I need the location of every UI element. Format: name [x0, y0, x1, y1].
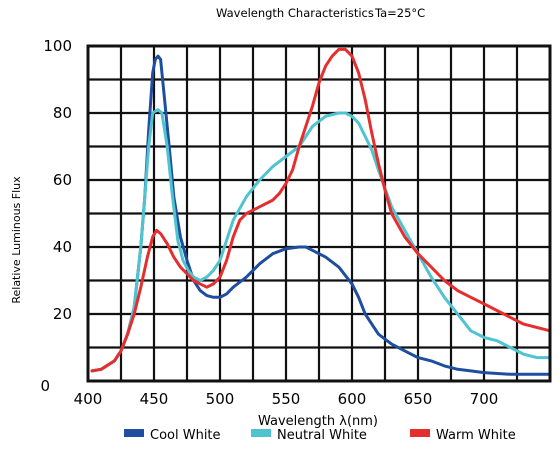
y-tick-label: 40 — [53, 238, 72, 256]
series-line-0 — [90, 54, 552, 376]
y-tick-label: 100 — [43, 37, 72, 55]
legend: Cool White Neutral White Warm White — [124, 428, 516, 443]
y-axis-label: Relative Luminous Flux — [10, 176, 23, 304]
series-lines — [90, 47, 552, 376]
plot-frame — [86, 44, 552, 383]
y-tick-label: 80 — [53, 104, 72, 122]
x-tick-label: 500 — [206, 390, 235, 408]
chart-subtitle: Ta=25°C — [374, 6, 425, 20]
legend-label: Cool White — [150, 428, 221, 443]
x-tick-label: 450 — [140, 390, 169, 408]
legend-label: Neutral White — [277, 428, 367, 443]
x-tick-label: 550 — [272, 390, 301, 408]
y-tick-label: 60 — [53, 171, 72, 189]
y-tick-label: 0 — [40, 377, 50, 395]
x-tick-label: 650 — [404, 390, 433, 408]
y-tick-label: 20 — [53, 305, 72, 323]
legend-swatch — [124, 429, 144, 437]
legend-swatch — [410, 429, 430, 437]
series-line-2 — [90, 47, 552, 373]
legend-label: Warm White — [436, 428, 516, 443]
x-tick-label: 400 — [74, 390, 103, 408]
y-tick-labels: 0 20 40 60 80 100 — [40, 37, 72, 395]
grid — [88, 46, 550, 381]
series-line-1 — [90, 108, 552, 373]
x-tick-labels: 400 450 500 550 600 650 700 — [74, 390, 499, 408]
chart-title: Wavelength Characteristics — [216, 6, 374, 20]
x-tick-label: 700 — [470, 390, 499, 408]
x-axis-label: Wavelength λ(nm) — [258, 414, 378, 429]
legend-swatch — [251, 429, 271, 437]
x-tick-label: 600 — [338, 390, 367, 408]
